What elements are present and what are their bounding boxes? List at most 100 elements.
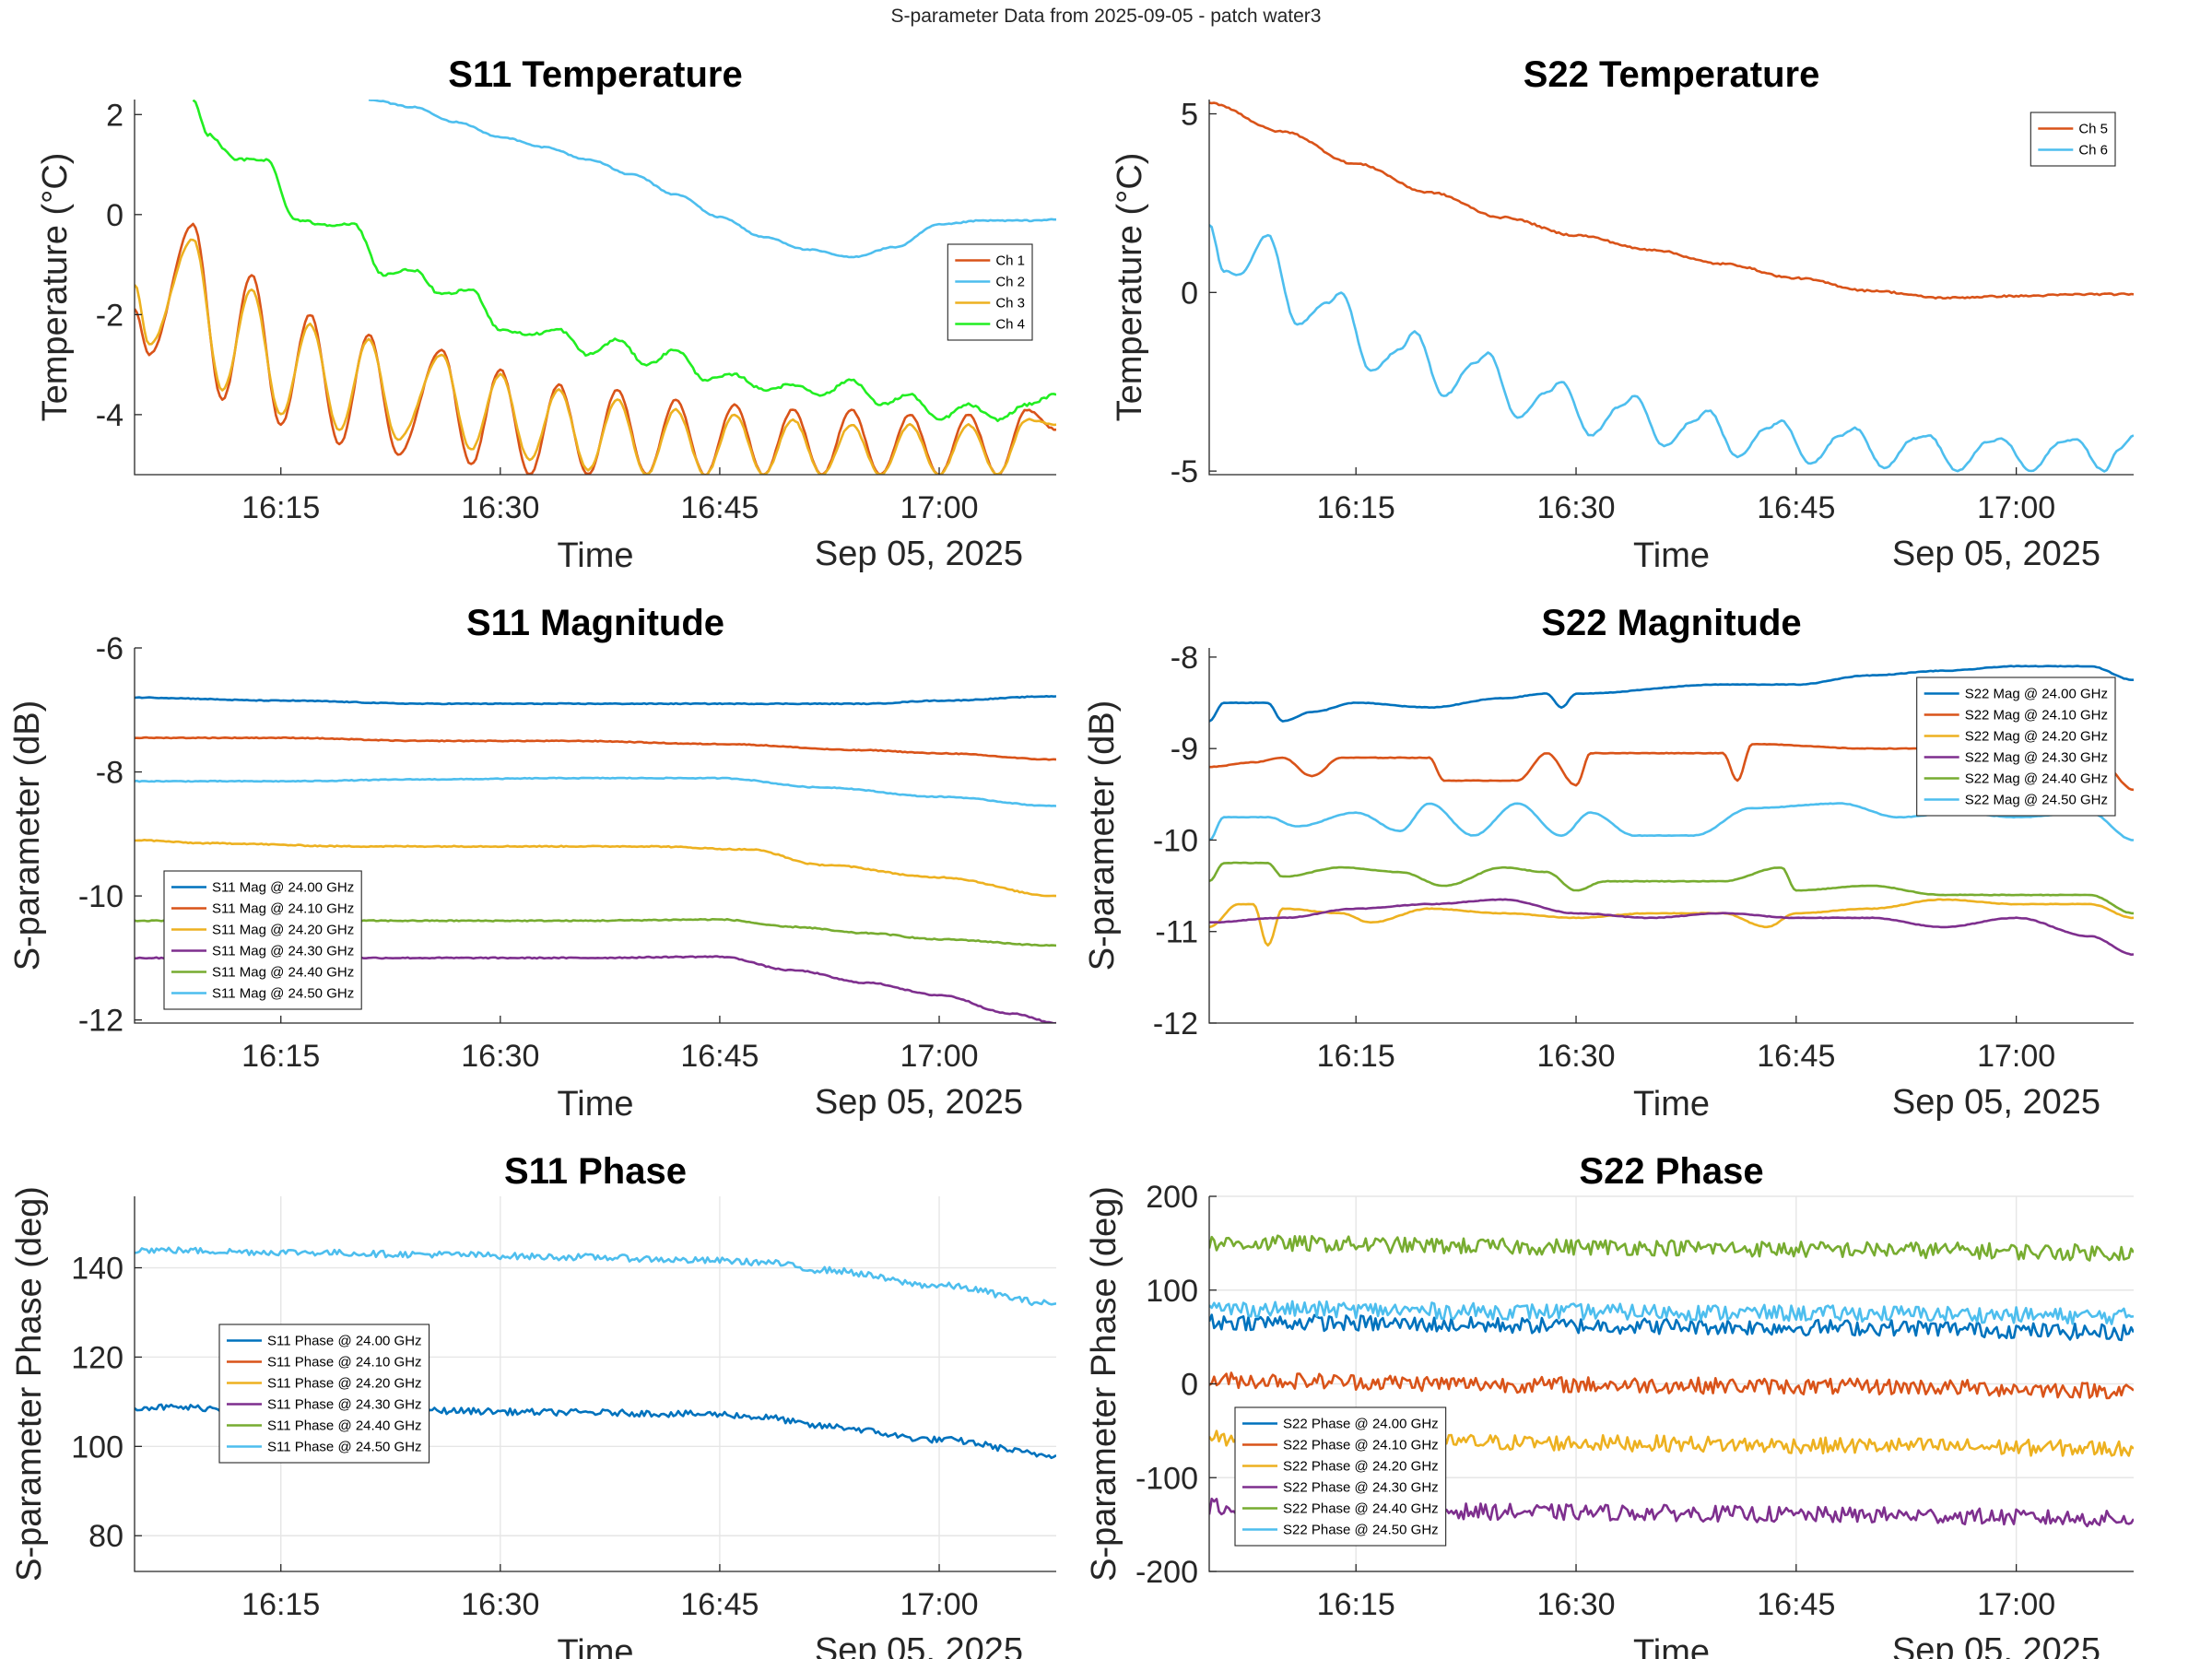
legend-label: S11 Phase @ 24.30 GHz bbox=[267, 1397, 422, 1413]
x-tick-label: 16:30 bbox=[461, 1039, 539, 1074]
x-tick-label: 16:45 bbox=[680, 490, 759, 525]
x-tick-label: 16:15 bbox=[241, 490, 320, 525]
x-tick-label: 16:45 bbox=[1757, 490, 1835, 525]
x-tick-label: 16:30 bbox=[1536, 490, 1615, 525]
y-tick-label: 0 bbox=[1181, 1368, 1198, 1403]
legend-label: S22 Mag @ 24.30 GHz bbox=[1965, 750, 2108, 766]
legend: S22 Mag @ 24.00 GHz S22 Mag @ 24.10 GHz S2… bbox=[1916, 677, 2116, 817]
legend-label: S11 Mag @ 24.10 GHz bbox=[212, 901, 354, 917]
legend-label: S11 Mag @ 24.50 GHz bbox=[212, 986, 354, 1002]
date-label: Sep 05, 2025 bbox=[815, 1083, 1023, 1122]
legend-label: S22 Phase @ 24.50 GHz bbox=[1283, 1523, 1439, 1538]
y-tick-label: 200 bbox=[1146, 1180, 1198, 1215]
series-line bbox=[1209, 898, 2134, 956]
y-tick-label: -10 bbox=[78, 879, 124, 914]
chart-title: S11 Magnitude bbox=[466, 603, 724, 643]
legend-label: S22 Phase @ 24.40 GHz bbox=[1283, 1501, 1439, 1517]
x-tick-label: 16:30 bbox=[461, 1587, 539, 1622]
axis-lines bbox=[134, 100, 1056, 476]
legend-box bbox=[1234, 1406, 1447, 1547]
date-label: Sep 05, 2025 bbox=[815, 535, 1023, 573]
legend-label: S22 Phase @ 24.00 GHz bbox=[1283, 1417, 1439, 1432]
series-line bbox=[135, 238, 1056, 475]
legend-label: S11 Mag @ 24.30 GHz bbox=[212, 944, 354, 959]
y-tick-label: 0 bbox=[1181, 276, 1198, 311]
legend-box bbox=[163, 870, 362, 1010]
series-line bbox=[135, 695, 1056, 706]
legend-label: S11 Mag @ 24.20 GHz bbox=[212, 923, 354, 938]
series-group bbox=[1209, 101, 2134, 473]
axis-lines bbox=[134, 648, 1056, 1024]
chart-title: S22 Temperature bbox=[1524, 54, 1820, 95]
legend: Ch 5 Ch 6 bbox=[2030, 112, 2116, 167]
legend-label: S22 Mag @ 24.20 GHz bbox=[1965, 729, 2108, 745]
legend: Ch 1 Ch 2 Ch 3 Ch 4 bbox=[947, 243, 1033, 341]
legend-label: Ch 4 bbox=[995, 317, 1025, 333]
y-axis-label: Temperature (°C) bbox=[1111, 153, 1149, 422]
chart-s22phase: 16:15 16:30 16:45 17:00 -200 -100 0 100 200 S22 P… bbox=[1085, 1151, 2134, 1659]
y-axis-label: S-parameter Phase (deg) bbox=[10, 1186, 49, 1582]
chart-title: S22 Phase bbox=[1579, 1151, 1763, 1192]
x-tick-label: 16:15 bbox=[1317, 1039, 1395, 1074]
legend-label: S22 Mag @ 24.10 GHz bbox=[1965, 708, 2108, 724]
legend-label: S11 Phase @ 24.10 GHz bbox=[267, 1355, 422, 1371]
x-axis-label: Time bbox=[557, 1085, 633, 1124]
series-group bbox=[1209, 1234, 2134, 1528]
chart-s22temp: 16:15 16:30 16:45 17:00 -5 0 5 S22 Temperature T… bbox=[1111, 54, 2134, 575]
date-label: Sep 05, 2025 bbox=[1892, 1083, 2100, 1122]
series-line bbox=[135, 839, 1056, 898]
series-group bbox=[135, 100, 1056, 475]
series-line bbox=[1209, 101, 2134, 300]
legend-label: S11 Phase @ 24.50 GHz bbox=[267, 1440, 422, 1455]
x-tick-label: 16:15 bbox=[1317, 490, 1395, 525]
series-line bbox=[1209, 1234, 2134, 1262]
x-tick-label: 17:00 bbox=[1977, 1039, 2055, 1074]
x-tick-label: 16:45 bbox=[1757, 1587, 1835, 1622]
x-tick-label: 16:15 bbox=[241, 1039, 320, 1074]
legend-box bbox=[1916, 677, 2116, 817]
series-line bbox=[1209, 898, 2134, 947]
legend-box bbox=[2030, 112, 2116, 167]
y-tick-label: -200 bbox=[1135, 1555, 1198, 1590]
x-tick-label: 16:45 bbox=[680, 1039, 759, 1074]
y-axis-label: S-parameter Phase (deg) bbox=[1085, 1186, 1124, 1582]
legend-label: S11 Phase @ 24.00 GHz bbox=[267, 1334, 422, 1349]
y-tick-label: -12 bbox=[78, 1004, 124, 1039]
chart-title: S22 Magnitude bbox=[1541, 603, 1801, 643]
y-tick-label: -12 bbox=[1153, 1006, 1198, 1041]
series-line bbox=[192, 100, 1056, 422]
y-tick-label: -9 bbox=[1171, 732, 1198, 767]
y-tick-label: 0 bbox=[106, 198, 124, 233]
date-label: Sep 05, 2025 bbox=[815, 1631, 1023, 1659]
x-axis-label: Time bbox=[557, 1633, 633, 1659]
series-line bbox=[1209, 1313, 2134, 1342]
legend-box bbox=[218, 1324, 430, 1464]
y-tick-label: 100 bbox=[1146, 1274, 1198, 1309]
y-tick-label: -5 bbox=[1171, 454, 1198, 489]
x-tick-label: 17:00 bbox=[900, 1039, 978, 1074]
chart-s22mag: 16:15 16:30 16:45 17:00 -12 -11 -10 -9 -8 S22 Mag… bbox=[1083, 603, 2134, 1124]
x-tick-label: 16:30 bbox=[461, 490, 539, 525]
chart-title: S11 Phase bbox=[504, 1151, 687, 1192]
legend-label: Ch 2 bbox=[995, 275, 1025, 290]
y-tick-label: -4 bbox=[96, 398, 124, 433]
y-axis-label: S-parameter (dB) bbox=[8, 700, 47, 971]
series-line bbox=[1209, 665, 2134, 723]
chart-s11phase: 16:15 16:30 16:45 17:00 80 100 120 140 S11 Phase… bbox=[10, 1151, 1056, 1659]
y-tick-label: 2 bbox=[106, 98, 124, 133]
axis-lines bbox=[1208, 100, 2134, 476]
legend-label: S22 Phase @ 24.10 GHz bbox=[1283, 1438, 1439, 1453]
y-axis-label: Temperature (°C) bbox=[36, 153, 75, 422]
legend-label: S11 Mag @ 24.40 GHz bbox=[212, 965, 354, 981]
legend-label: S11 Phase @ 24.20 GHz bbox=[267, 1376, 422, 1392]
legend-label: Ch 3 bbox=[995, 296, 1025, 312]
axis-lines bbox=[134, 1196, 1056, 1572]
legend-label: S11 Phase @ 24.40 GHz bbox=[267, 1418, 422, 1434]
legend: S11 Phase @ 24.00 GHz S11 Phase @ 24.10 G… bbox=[218, 1324, 430, 1464]
x-tick-label: 17:00 bbox=[1977, 1587, 2055, 1622]
y-tick-label: -6 bbox=[96, 631, 124, 666]
date-label: Sep 05, 2025 bbox=[1892, 1631, 2100, 1659]
date-label: Sep 05, 2025 bbox=[1892, 535, 2100, 573]
y-tick-label: -8 bbox=[96, 756, 124, 791]
